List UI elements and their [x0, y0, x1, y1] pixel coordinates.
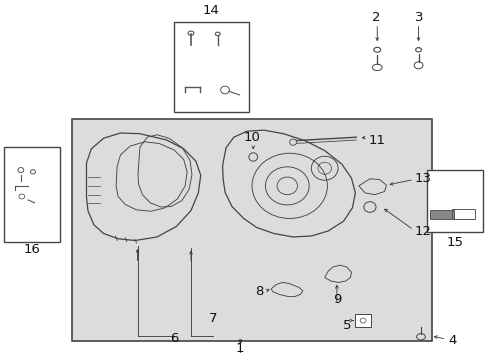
Ellipse shape	[248, 153, 257, 161]
Text: 1: 1	[235, 342, 244, 355]
Text: 5: 5	[342, 319, 351, 332]
Text: 6: 6	[169, 332, 178, 345]
Text: 3: 3	[414, 11, 423, 24]
Text: 4: 4	[448, 334, 456, 347]
Ellipse shape	[289, 139, 296, 145]
FancyBboxPatch shape	[429, 210, 453, 219]
Text: 9: 9	[332, 293, 340, 306]
Text: 14: 14	[203, 4, 220, 17]
Bar	[174, 22, 249, 112]
Text: 12: 12	[414, 225, 431, 238]
Bar	[72, 119, 431, 341]
Text: 13: 13	[414, 172, 431, 185]
Text: 15: 15	[446, 236, 463, 249]
Text: 10: 10	[243, 131, 260, 144]
Text: 2: 2	[371, 11, 379, 24]
Text: 8: 8	[255, 285, 264, 298]
Text: 11: 11	[368, 134, 385, 147]
FancyBboxPatch shape	[354, 314, 371, 327]
Text: 16: 16	[23, 243, 40, 256]
Bar	[4, 147, 60, 242]
Bar	[426, 170, 482, 232]
Text: 7: 7	[208, 312, 217, 325]
